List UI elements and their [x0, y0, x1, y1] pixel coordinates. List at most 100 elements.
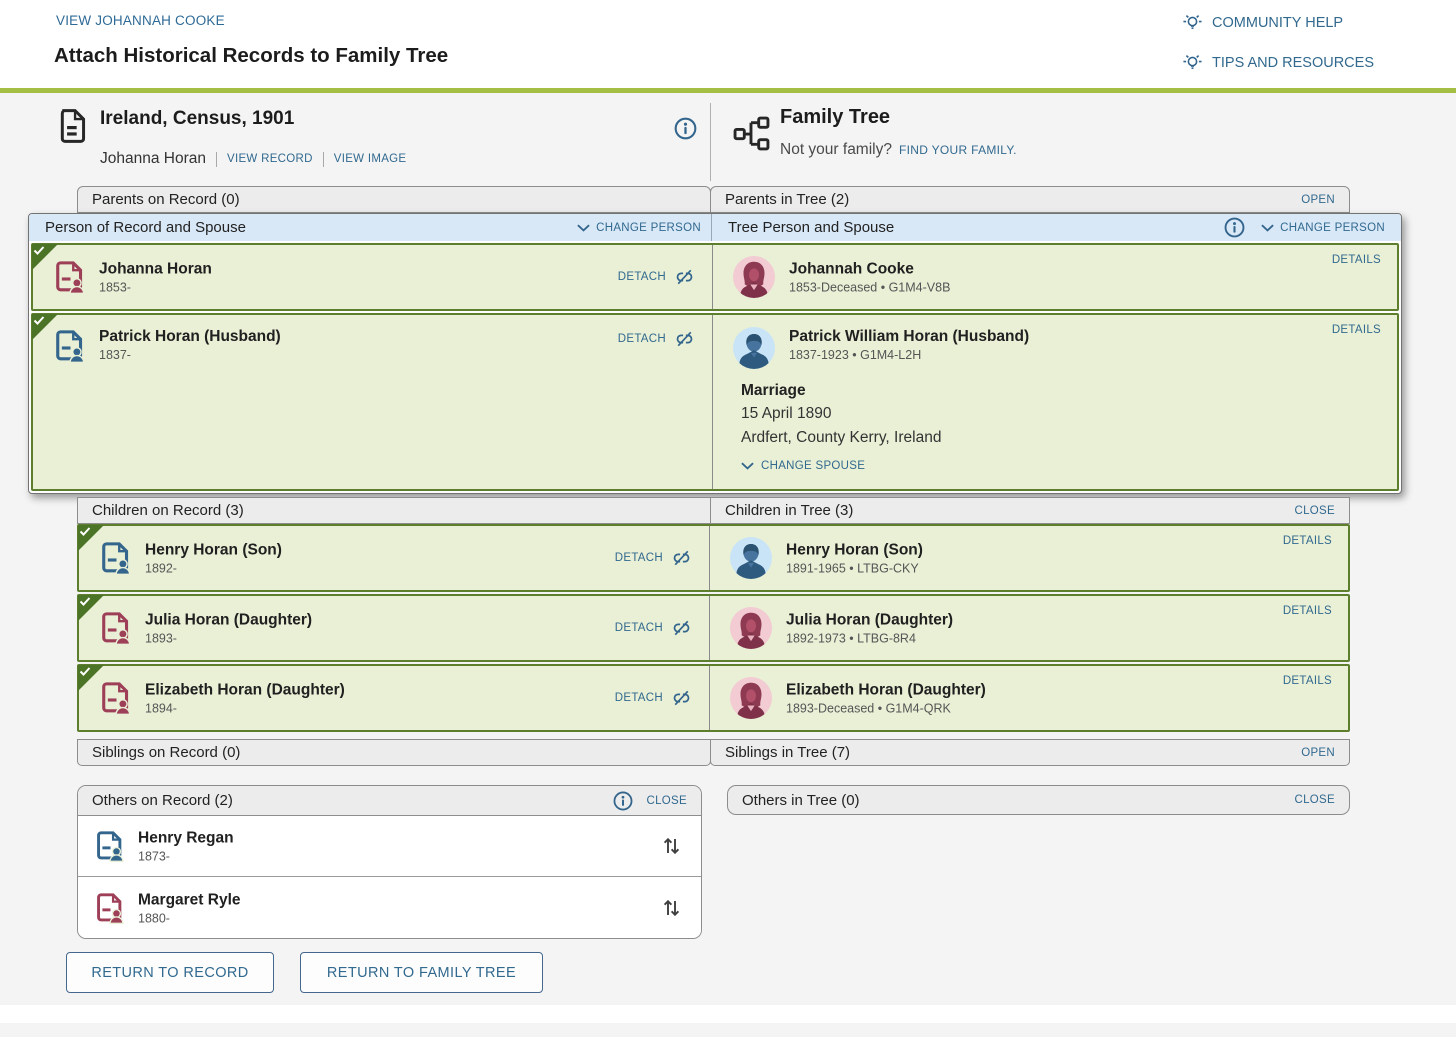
tree-person-detail: 1853-Deceased • G1M4-V8B — [789, 280, 951, 295]
return-to-record-button[interactable]: RETURN TO RECORD — [66, 952, 274, 993]
children-on-record-header: Children on Record (3) — [77, 497, 711, 524]
family-tree-icon — [733, 116, 770, 151]
children-record-label: Children on Record (3) — [92, 502, 244, 519]
details-button[interactable]: DETAILS — [1282, 605, 1332, 617]
siblings-open-button[interactable]: OPEN — [1301, 746, 1335, 759]
siblings-record-label: Siblings on Record (0) — [92, 744, 241, 761]
tree-person-name: Elizabeth Horan (Daughter) — [786, 681, 986, 699]
female-avatar — [730, 607, 772, 649]
change-person-label: CHANGE PERSON — [596, 221, 701, 234]
unlink-icon — [673, 267, 696, 287]
document-person-female-icon — [101, 611, 132, 645]
matched-person-row: Johanna Horan 1853- DETACH Johannah Cook… — [31, 243, 1399, 311]
check-icon — [78, 595, 104, 621]
tips-resources-label: TIPS AND RESOURCES — [1212, 54, 1374, 71]
info-icon[interactable] — [613, 791, 633, 811]
details-button[interactable]: DETAILS — [1282, 675, 1332, 687]
person-of-record-section: Person of Record and Spouse CHANGE PERSO… — [28, 213, 1402, 494]
record-person-years: 1837- — [99, 348, 131, 363]
record-person-name: Julia Horan (Daughter) — [145, 611, 313, 629]
record-person-cell: Elizabeth Horan (Daughter) 1894- DETACH — [78, 665, 710, 730]
document-person-female-icon — [101, 681, 132, 715]
record-person-cell: Patrick Horan (Husband) 1837- DETACH — [32, 314, 713, 489]
record-person-cell: Johanna Horan 1853- DETACH — [32, 244, 713, 309]
detach-button[interactable]: DETACH — [615, 688, 693, 708]
info-icon[interactable] — [674, 117, 697, 140]
document-person-male-icon — [101, 541, 132, 575]
change-person-tree-button[interactable]: CHANGE PERSON — [1261, 222, 1385, 234]
view-image-link[interactable]: VIEW IMAGE — [333, 153, 407, 165]
view-record-link[interactable]: VIEW RECORD — [227, 153, 313, 165]
record-person-name: Henry Horan (Son) — [145, 541, 282, 559]
detach-button[interactable]: DETACH — [615, 548, 693, 568]
back-to-person-link[interactable]: VIEW JOHANNAH COOKE — [56, 13, 225, 28]
tree-person-cell: Julia Horan (Daughter) 1892-1973 • LTBG-… — [710, 596, 1348, 660]
swap-vertical-icon[interactable] — [659, 896, 683, 920]
unlink-icon — [670, 618, 693, 638]
lightbulb-icon — [1182, 12, 1203, 33]
record-person-name: Patrick Horan (Husband) — [99, 328, 281, 345]
detach-button[interactable]: DETACH — [618, 267, 696, 287]
chevron-down-icon — [1261, 224, 1274, 232]
marriage-label: Marriage — [741, 382, 806, 399]
details-button[interactable]: DETAILS — [1282, 535, 1332, 547]
tips-resources-link[interactable]: TIPS AND RESOURCES — [1182, 52, 1374, 73]
matched-child-row: Julia Horan (Daughter) 1893- DETACH Juli… — [77, 594, 1350, 662]
unmatched-record-row: Henry Regan 1873- — [78, 816, 701, 877]
swap-vertical-icon[interactable] — [659, 834, 683, 858]
parents-in-tree-header: Parents in Tree (2) OPEN — [710, 186, 1350, 213]
detach-label: DETACH — [614, 622, 663, 634]
others-close-button[interactable]: CLOSE — [646, 794, 687, 807]
document-person-female-icon — [96, 892, 125, 924]
info-icon[interactable] — [1224, 217, 1245, 238]
community-help-link[interactable]: COMMUNITY HELP — [1182, 12, 1343, 33]
change-spouse-button[interactable]: CHANGE SPOUSE — [741, 460, 865, 472]
record-source-subtitle: Johanna Horan VIEW RECORD VIEW IMAGE — [100, 150, 406, 168]
document-person-male-icon — [55, 329, 86, 363]
tree-person-header-label: Tree Person and Spouse — [728, 219, 895, 236]
check-icon — [32, 244, 58, 270]
male-avatar — [733, 327, 775, 369]
female-avatar — [730, 677, 772, 719]
tree-person-detail: 1891-1965 • LTBG-CKY — [786, 561, 919, 576]
children-in-tree-header: Children in Tree (3) CLOSE — [710, 497, 1350, 524]
tree-person-name: Henry Horan (Son) — [786, 541, 923, 559]
chevron-down-icon — [577, 224, 590, 232]
return-to-family-tree-button[interactable]: RETURN TO FAMILY TREE — [300, 952, 543, 993]
change-person-record-button[interactable]: CHANGE PERSON — [577, 222, 701, 234]
others-in-tree-header: Others in Tree (0) CLOSE — [727, 785, 1350, 815]
detach-label: DETACH — [617, 333, 666, 345]
children-close-button[interactable]: CLOSE — [1294, 504, 1335, 517]
check-icon — [78, 525, 104, 551]
chevron-down-icon — [741, 462, 754, 470]
tree-panel-title: Family Tree — [780, 106, 891, 128]
detach-button[interactable]: DETACH — [615, 618, 693, 638]
others-tree-close-button[interactable]: CLOSE — [1294, 794, 1335, 806]
parents-on-record-header: Parents on Record (0) — [77, 186, 711, 213]
others-tree-label: Others in Tree (0) — [742, 791, 860, 809]
tree-person-cell: Elizabeth Horan (Daughter) 1893-Deceased… — [710, 666, 1348, 730]
tree-person-name: Johannah Cooke — [789, 260, 914, 278]
details-button[interactable]: DETAILS — [1331, 324, 1381, 336]
record-person-years: 1880- — [138, 911, 170, 926]
parents-open-button[interactable]: OPEN — [1301, 193, 1335, 206]
lightbulb-icon — [1182, 52, 1203, 73]
record-person-name: Johanna Horan — [99, 260, 212, 278]
record-person-name: Henry Regan — [138, 829, 234, 847]
detach-button[interactable]: DETACH — [618, 329, 696, 349]
find-your-family-link[interactable]: FIND YOUR FAMILY. — [898, 143, 1017, 157]
tree-person-name: Patrick William Horan (Husband) — [789, 328, 1030, 345]
detach-label: DETACH — [617, 271, 666, 283]
unlink-icon — [673, 329, 696, 349]
tree-person-detail: 1892-1973 • LTBG-8R4 — [786, 631, 916, 646]
document-person-female-icon — [55, 260, 86, 294]
parents-record-label: Parents on Record (0) — [92, 191, 240, 208]
record-person-name: Johanna Horan — [100, 150, 206, 167]
female-avatar — [733, 256, 775, 298]
separator — [216, 151, 217, 167]
record-person-name: Elizabeth Horan (Daughter) — [145, 681, 345, 699]
separator — [322, 151, 324, 167]
details-button[interactable]: DETAILS — [1331, 254, 1381, 266]
record-person-years: 1892- — [145, 561, 177, 576]
